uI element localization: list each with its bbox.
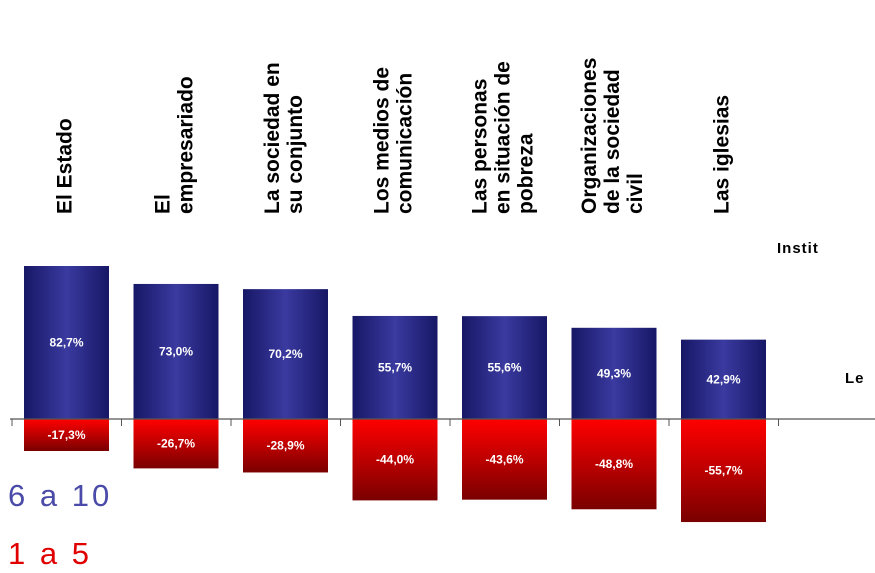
category-label-line: civil: [624, 173, 647, 214]
bar-negative: [133, 419, 219, 469]
category-label-line: de la sociedad: [601, 69, 624, 214]
data-label-negative: -17,3%: [47, 428, 85, 442]
data-label-negative: -28,9%: [266, 439, 304, 453]
category-label-line: El: [152, 194, 175, 214]
category-label: Las personasen situación depobreza: [469, 61, 538, 214]
data-label-positive: 42,9%: [706, 372, 740, 386]
data-label-positive: 55,6%: [487, 361, 521, 375]
bar-positive: [462, 316, 547, 419]
category-label-line: Organizaciones: [578, 58, 601, 214]
bar-negative: [243, 419, 328, 473]
bar-negative: [681, 419, 766, 523]
category-label: Elempresariado: [152, 76, 198, 214]
legend-positive: 6 a 10: [8, 478, 113, 513]
category-label-line: El Estado: [54, 118, 77, 214]
category-label-line: su conjunto: [284, 95, 307, 214]
category-label-line: comunicación: [394, 73, 417, 214]
bar-positive: [681, 339, 766, 419]
category-label-line: Las personas: [469, 79, 492, 214]
data-label-negative: -26,7%: [157, 437, 195, 451]
data-label-positive: 73,0%: [159, 344, 193, 358]
category-label: Organizacionesde la sociedadcivil: [578, 58, 647, 214]
bar-positive: [243, 289, 328, 419]
bar-negative: [24, 419, 109, 452]
category-label: La sociedad ensu conjunto: [261, 62, 307, 214]
category-label-line: Los medios de: [371, 67, 394, 214]
category-label-line: en situación de: [492, 61, 515, 214]
bar-negative: [352, 419, 438, 501]
data-label-positive: 82,7%: [49, 336, 83, 350]
category-label-line: empresariado: [175, 76, 198, 214]
category-label-line: La sociedad en: [261, 62, 284, 214]
bar-negative: [462, 419, 547, 500]
category-label: Los medios decomunicación: [371, 67, 417, 214]
category-label-line: Las iglesias: [711, 95, 734, 214]
bar-negative: [571, 419, 657, 510]
category-label-line: pobreza: [515, 133, 538, 214]
data-label-negative: -44,0%: [376, 453, 414, 467]
data-label-negative: -48,8%: [595, 457, 633, 471]
bar-positive: [133, 283, 219, 419]
legend-negative: 1 a 5: [8, 536, 92, 571]
data-label-positive: 49,3%: [597, 366, 631, 380]
data-label-positive: 70,2%: [268, 347, 302, 361]
side-label-middle: Le: [845, 370, 865, 387]
bar-positive: [571, 327, 657, 419]
data-label-negative: -43,6%: [485, 452, 523, 466]
category-label: Las iglesias: [711, 95, 734, 214]
side-label-top: Instit: [777, 240, 819, 257]
data-label-negative: -55,7%: [704, 464, 742, 478]
data-label-positive: 55,7%: [378, 360, 412, 374]
bar-positive: [24, 266, 109, 419]
bar-positive: [352, 315, 438, 419]
category-label: El Estado: [54, 118, 77, 214]
